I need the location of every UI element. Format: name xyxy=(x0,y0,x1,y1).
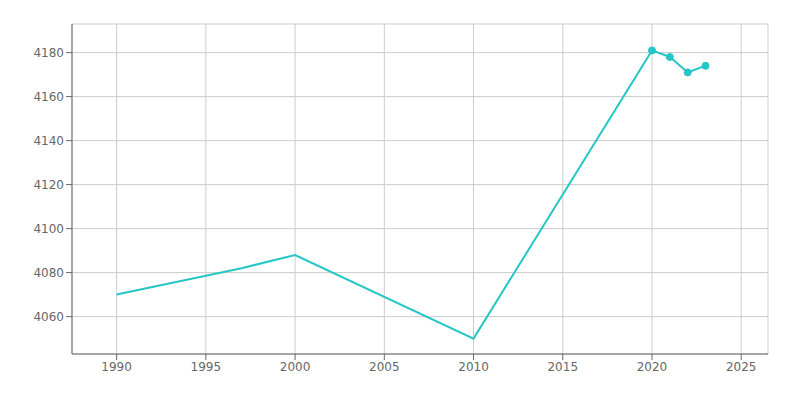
svg-text:4140: 4140 xyxy=(33,134,64,148)
svg-text:2020: 2020 xyxy=(637,360,668,374)
svg-text:2005: 2005 xyxy=(369,360,400,374)
svg-text:2010: 2010 xyxy=(458,360,489,374)
svg-text:4060: 4060 xyxy=(33,310,64,324)
svg-text:4120: 4120 xyxy=(33,178,64,192)
svg-text:2025: 2025 xyxy=(726,360,757,374)
svg-text:2000: 2000 xyxy=(280,360,311,374)
svg-text:4100: 4100 xyxy=(33,222,64,236)
svg-text:4160: 4160 xyxy=(33,90,64,104)
svg-text:4180: 4180 xyxy=(33,46,64,60)
svg-text:1995: 1995 xyxy=(191,360,222,374)
svg-text:1990: 1990 xyxy=(101,360,132,374)
svg-text:2015: 2015 xyxy=(547,360,578,374)
svg-text:4080: 4080 xyxy=(33,266,64,280)
